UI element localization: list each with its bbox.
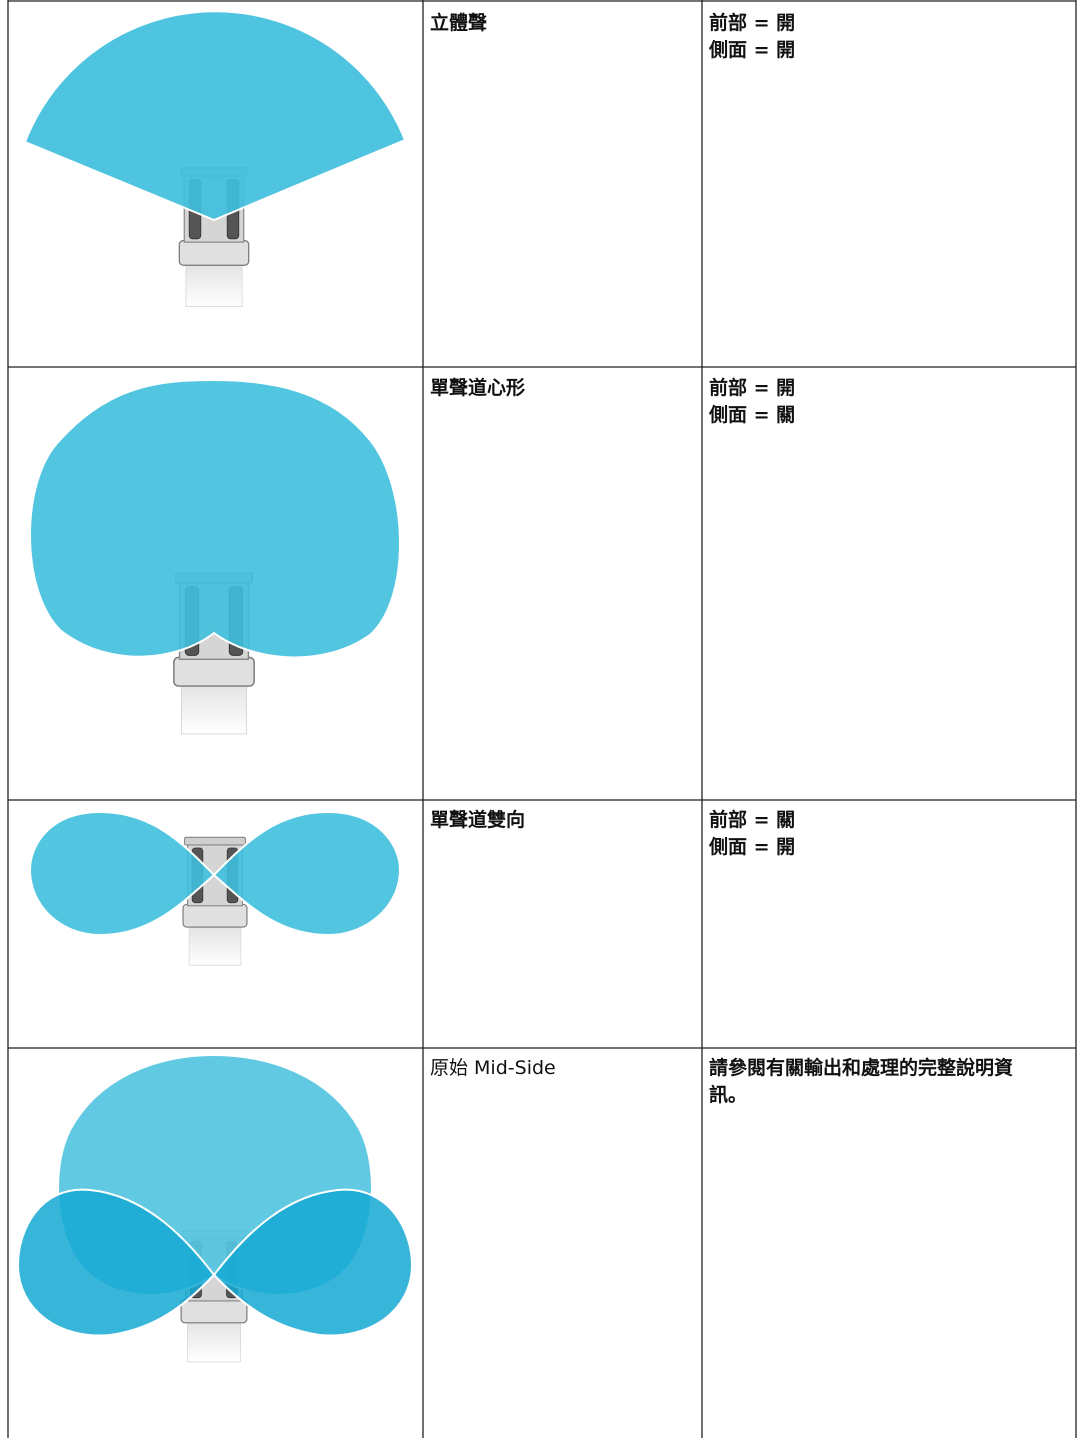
mode-label: 原始 Mid-Side xyxy=(430,1057,556,1079)
setting-line: 請參閱有關輸出和處理的完整說明資訊。 xyxy=(709,1057,1014,1106)
setting-line: 側面 = 開 xyxy=(709,836,796,858)
settings: 前部 = 開 側面 = 開 xyxy=(709,10,1024,64)
settings: 前部 = 開 側面 = 關 xyxy=(709,375,1024,429)
setting-line: 前部 = 開 xyxy=(709,377,796,399)
setting-line: 前部 = 關 xyxy=(709,809,796,831)
cardioid-pattern xyxy=(29,378,401,735)
mode-label: 單聲道心形 xyxy=(430,377,526,399)
mode-label: 單聲道雙向 xyxy=(430,809,526,831)
setting-line: 側面 = 關 xyxy=(709,404,796,426)
settings: 請參閱有關輸出和處理的完整說明資訊。 xyxy=(709,1055,1024,1109)
table-grid xyxy=(7,0,1077,1438)
settings: 前部 = 關 側面 = 開 xyxy=(709,807,1024,861)
mode-label: 立體聲 xyxy=(430,12,488,34)
setting-line: 前部 = 開 xyxy=(709,12,796,34)
mid-side-pattern xyxy=(16,1053,414,1363)
stereo-pattern xyxy=(23,10,407,308)
figure8-pattern xyxy=(28,810,402,966)
setting-line: 側面 = 開 xyxy=(709,39,796,61)
